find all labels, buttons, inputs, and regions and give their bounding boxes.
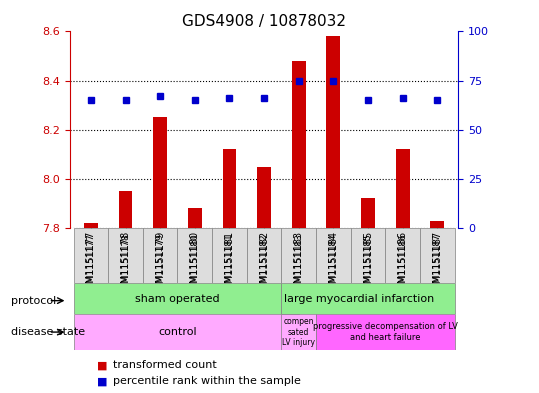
FancyBboxPatch shape [108,228,143,283]
Text: GSM1151179: GSM1151179 [155,231,165,296]
Text: GSM1151185: GSM1151185 [363,231,373,296]
Text: ■: ■ [97,376,107,386]
Title: GDS4908 / 10878032: GDS4908 / 10878032 [182,14,346,29]
FancyBboxPatch shape [281,228,316,283]
Bar [223,149,237,228]
Text: GSM1151179: GSM1151179 [156,233,164,294]
Text: control: control [158,327,197,337]
FancyBboxPatch shape [212,228,247,283]
Text: disease state: disease state [11,327,85,337]
Text: GSM1151178: GSM1151178 [121,231,130,296]
Text: GSM1151185: GSM1151185 [364,233,372,294]
Bar [431,220,444,228]
FancyBboxPatch shape [73,314,299,350]
FancyBboxPatch shape [281,283,455,314]
Bar [119,191,133,228]
Text: large myocardial infarction: large myocardial infarction [284,294,434,304]
Text: GSM1151187: GSM1151187 [433,233,442,294]
Text: GSM1151184: GSM1151184 [328,231,338,296]
Text: GSM1151177: GSM1151177 [86,233,95,294]
Text: percentile rank within the sample: percentile rank within the sample [113,376,301,386]
FancyBboxPatch shape [385,228,420,283]
Text: GSM1151180: GSM1151180 [190,231,200,296]
Bar [292,61,306,228]
Text: GSM1151186: GSM1151186 [398,231,407,296]
Text: GSM1151177: GSM1151177 [86,231,96,296]
Text: progressive decompensation of LV
and heart failure: progressive decompensation of LV and hea… [313,322,458,342]
Text: GSM1151183: GSM1151183 [294,233,303,294]
FancyBboxPatch shape [73,283,281,314]
Bar [153,118,167,228]
Text: compen
sated
LV injury: compen sated LV injury [282,317,315,347]
FancyBboxPatch shape [281,314,316,350]
Text: ■: ■ [97,360,107,371]
FancyBboxPatch shape [143,228,177,283]
Text: GSM1151187: GSM1151187 [432,231,443,296]
Text: GSM1151181: GSM1151181 [225,233,234,294]
FancyBboxPatch shape [177,228,212,283]
Text: GSM1151181: GSM1151181 [224,231,234,296]
FancyBboxPatch shape [316,228,351,283]
Bar [361,198,375,228]
FancyBboxPatch shape [247,228,281,283]
Bar [188,208,202,228]
Text: GSM1151182: GSM1151182 [260,233,268,294]
Bar [396,149,410,228]
Text: sham operated: sham operated [135,294,220,304]
Bar [327,37,340,228]
Text: GSM1151186: GSM1151186 [398,233,407,294]
Bar [257,167,271,228]
Bar [84,223,98,228]
Text: GSM1151183: GSM1151183 [294,231,304,296]
Text: transformed count: transformed count [113,360,217,371]
Text: GSM1151178: GSM1151178 [121,233,130,294]
Text: GSM1151182: GSM1151182 [259,231,269,296]
Text: GSM1151184: GSM1151184 [329,233,338,294]
Text: GSM1151180: GSM1151180 [190,233,199,294]
FancyBboxPatch shape [316,314,455,350]
FancyBboxPatch shape [351,228,385,283]
FancyBboxPatch shape [73,228,108,283]
Text: protocol: protocol [11,296,56,306]
FancyBboxPatch shape [420,228,455,283]
